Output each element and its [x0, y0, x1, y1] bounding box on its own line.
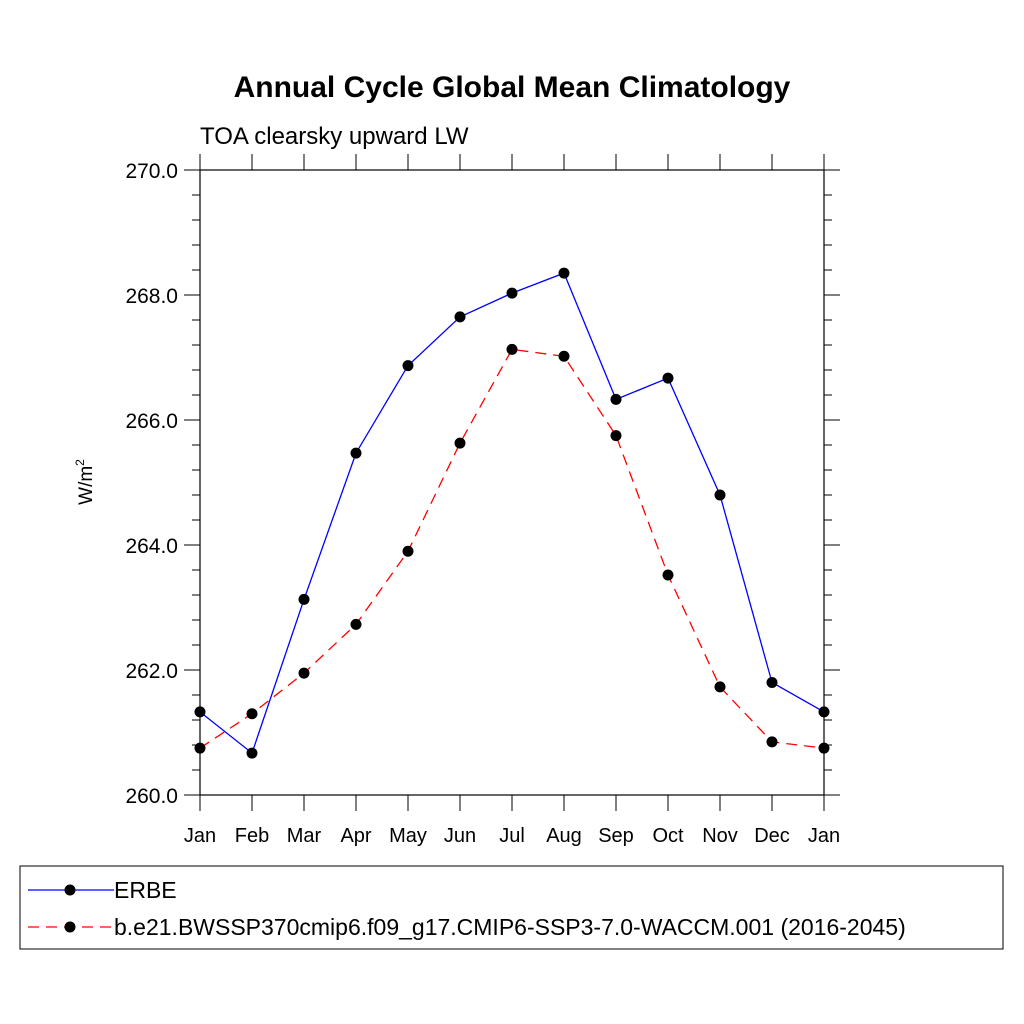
series-2-point — [662, 569, 674, 581]
y-tick-label: 270.0 — [125, 160, 178, 183]
series-1-point — [610, 393, 622, 405]
series-2-point — [194, 742, 206, 754]
series-1-point — [766, 677, 778, 688]
y-axis-label-superscript: 2 — [73, 459, 87, 466]
x-tick-labels: Jan Feb Mar Apr May Jun Jul Aug Sep Oct Nov Dec Jan — [184, 825, 840, 847]
series-1-point — [298, 593, 310, 605]
series-layer — [194, 267, 830, 759]
y-axis-label-unit: W/m — [76, 466, 97, 505]
series-2-point — [714, 681, 726, 693]
series-2-point — [298, 667, 310, 679]
series-2-point — [610, 430, 622, 442]
x-tick-label: Jun — [444, 825, 476, 847]
y-tick-label: 268.0 — [125, 285, 178, 308]
series-2-point — [350, 618, 362, 630]
legend-marker-1 — [64, 884, 76, 896]
series-2-point — [818, 742, 830, 754]
x-tick-label: Jul — [499, 825, 525, 847]
y-tick-label: 264.0 — [125, 535, 178, 558]
series-2-point — [766, 736, 778, 748]
x-tick-label: Nov — [702, 825, 738, 847]
legend-label-2: b.e21.BWSSP370cmip6.f09_g17.CMIP6-SSP3-7… — [114, 914, 906, 940]
x-tick-label: Feb — [235, 825, 269, 847]
x-tick-label: Dec — [754, 825, 790, 847]
series-2-point — [558, 350, 570, 362]
x-tick-label: Sep — [598, 825, 634, 847]
series-1-point — [818, 706, 830, 718]
series-1-point — [558, 267, 570, 279]
x-tick-label: Jan — [808, 825, 840, 847]
y-tick-label: 260.0 — [125, 785, 178, 808]
series-1-point — [350, 447, 362, 459]
series-2-point — [454, 437, 466, 449]
chart-title: Annual Cycle Global Mean Climatology — [234, 71, 791, 104]
legend-label-1: ERBE — [114, 877, 177, 903]
series-1-point — [714, 489, 726, 501]
y-tick-label: 262.0 — [125, 660, 178, 683]
x-tick-label: Oct — [652, 825, 684, 847]
series-1-point — [246, 747, 258, 759]
series-1-point — [506, 287, 518, 299]
series-1-point — [194, 706, 206, 718]
series-1-point — [402, 360, 414, 372]
legend: ERBE b.e21.BWSSP370cmip6.f09_g17.CMIP6-SS… — [28, 877, 906, 940]
series-1-point — [662, 372, 674, 384]
series-2-point — [246, 708, 258, 720]
x-tick-label: Jan — [184, 825, 216, 847]
plot-frame — [199, 169, 825, 796]
axis-ticks — [184, 154, 840, 811]
series-2-point — [402, 545, 414, 557]
series-2-point — [506, 343, 518, 355]
x-tick-label: Aug — [546, 825, 582, 847]
series-1-point — [454, 311, 466, 323]
legend-box — [19, 865, 1004, 950]
y-axis-label: W/m2 — [73, 459, 97, 505]
y-tick-label: 266.0 — [125, 410, 178, 433]
series-line-2 — [199, 348, 825, 749]
legend-marker-2 — [64, 921, 76, 933]
chart-subtitle: TOA clearsky upward LW — [200, 123, 469, 150]
x-tick-label: May — [389, 825, 427, 847]
x-tick-label: Mar — [287, 825, 322, 847]
y-tick-labels: 260.0 262.0 264.0 266.0 268.0 270.0 — [125, 160, 178, 808]
x-tick-label: Apr — [340, 825, 371, 847]
